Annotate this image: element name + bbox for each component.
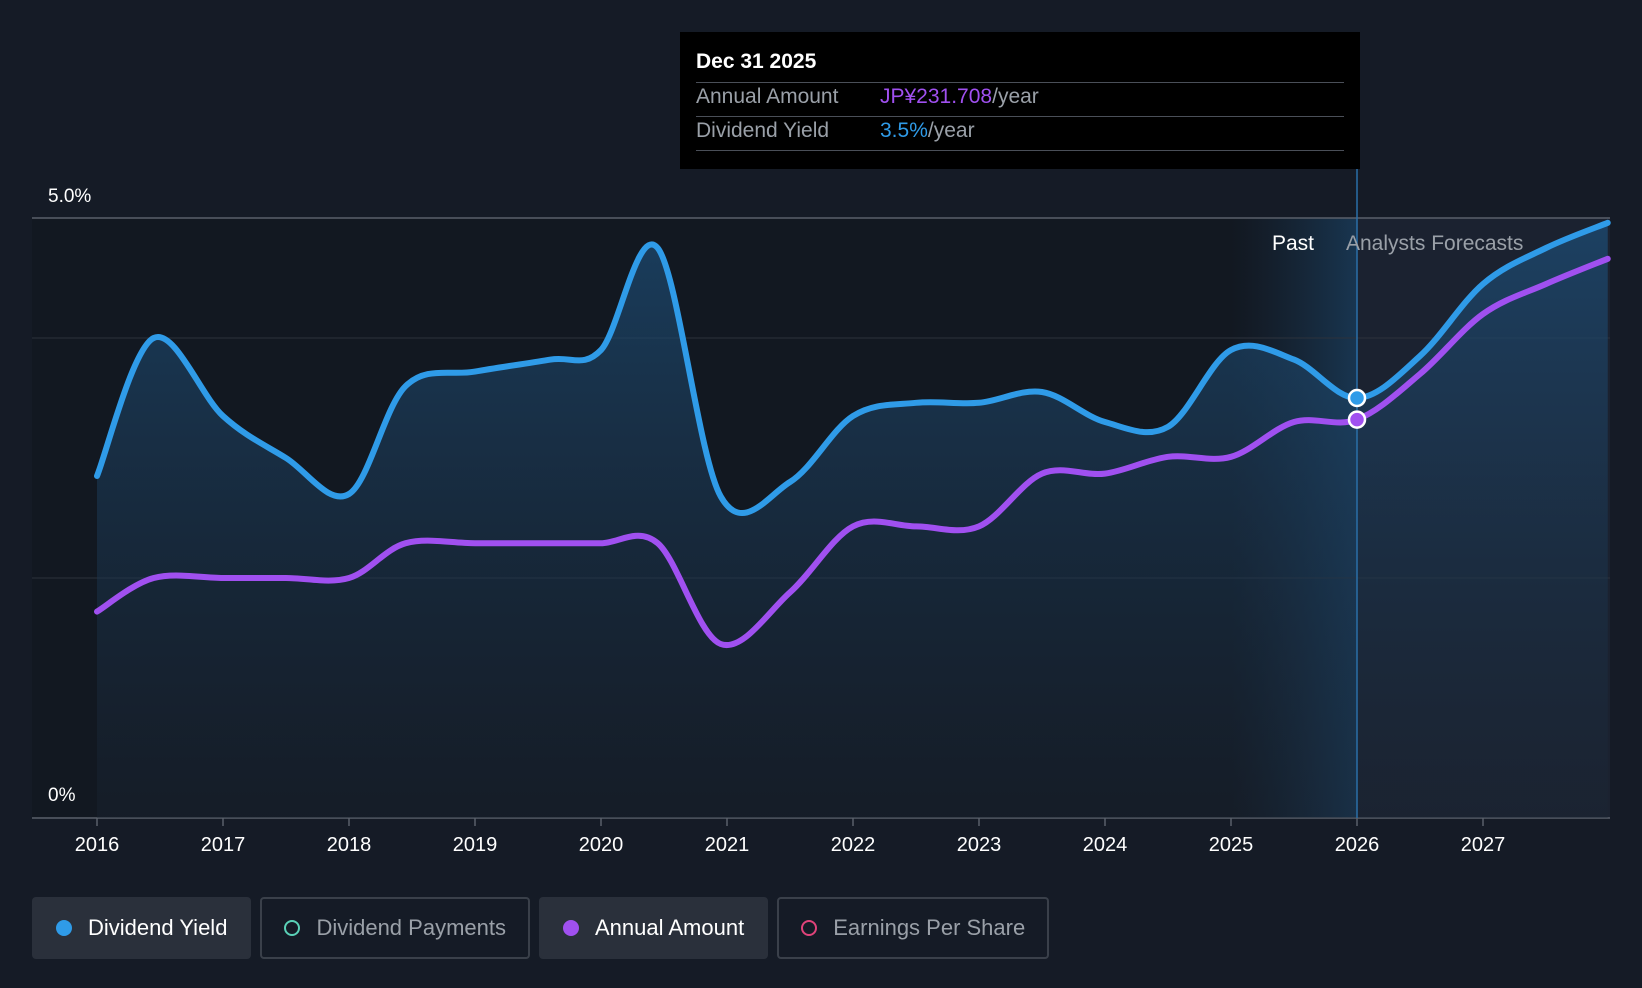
x-tick-label: 2023 xyxy=(957,834,1002,856)
y-tick-label-bottom: 0% xyxy=(48,785,76,806)
x-tick-label: 2017 xyxy=(201,834,246,856)
yield-area-fill xyxy=(97,222,1608,819)
past-label: Past xyxy=(1272,232,1314,255)
legend-earnings-per-share[interactable]: Earnings Per Share xyxy=(777,897,1050,959)
annual-amount-dot-icon xyxy=(562,920,579,936)
legend-label: Dividend Payments xyxy=(316,915,506,940)
x-tick-label: 2027 xyxy=(1461,834,1506,856)
x-tick-label: 2024 xyxy=(1083,834,1128,856)
dividend-yield-number: 3.5% xyxy=(880,119,928,142)
x-tick-label: 2025 xyxy=(1209,834,1254,856)
legend-label: Annual Amount xyxy=(594,915,745,940)
dividend-yield-dot-icon xyxy=(56,920,72,936)
tooltip-annual-amount-label: Annual Amount xyxy=(696,85,839,108)
y-tick-label-top: 5.0% xyxy=(48,186,91,207)
x-tick-label: 2016 xyxy=(75,834,120,856)
analysts-forecasts-label: Analysts Forecasts xyxy=(1346,232,1523,255)
tooltip-annual-amount-value: JP¥231.708/year xyxy=(880,85,1039,109)
x-tick-label: 2026 xyxy=(1335,834,1380,856)
tooltip-divider xyxy=(696,116,1344,117)
legend-annual-amount[interactable]: Annual Amount xyxy=(538,897,769,959)
dividend-payments-ring-icon xyxy=(284,920,301,936)
legend-dividend-yield[interactable]: Dividend Yield xyxy=(32,897,252,959)
legend-label: Earnings Per Share xyxy=(833,915,1026,940)
x-tick-label: 2021 xyxy=(705,834,750,856)
x-tick-label: 2020 xyxy=(579,834,624,856)
dividend-yield-unit: /year xyxy=(927,119,975,142)
chart-legend: Dividend Yield Dividend Payments Annual … xyxy=(32,897,1050,961)
x-tick-label: 2022 xyxy=(831,834,876,856)
legend-dividend-payments[interactable]: Dividend Payments xyxy=(260,897,530,959)
tooltip-date: Dec 31 2025 xyxy=(696,50,817,73)
yield-highlight-point[interactable] xyxy=(1347,388,1367,408)
tooltip-dividend-yield-value: 3.5%/year xyxy=(880,119,975,143)
tooltip-divider xyxy=(696,82,1344,83)
chart-tooltip: Dec 31 2025 Annual Amount JP¥231.708/yea… xyxy=(680,32,1360,169)
legend-label: Dividend Yield xyxy=(88,915,228,940)
x-tick-label: 2019 xyxy=(453,834,498,856)
dividend-yield-line xyxy=(94,219,1611,516)
x-axis-ticks: 2016 2017 2018 2019 2020 2021 2022 2023 2024 2025… xyxy=(75,818,1506,856)
earnings-per-share-ring-icon xyxy=(801,920,818,936)
tooltip-dividend-yield-label: Dividend Yield xyxy=(696,119,830,142)
annual-amount-unit: /year xyxy=(992,85,1039,108)
x-tick-label: 2018 xyxy=(327,834,372,856)
amount-highlight-point[interactable] xyxy=(1347,410,1367,429)
tooltip-divider xyxy=(696,150,1344,151)
annual-amount-number: JP¥231.708 xyxy=(880,85,993,108)
